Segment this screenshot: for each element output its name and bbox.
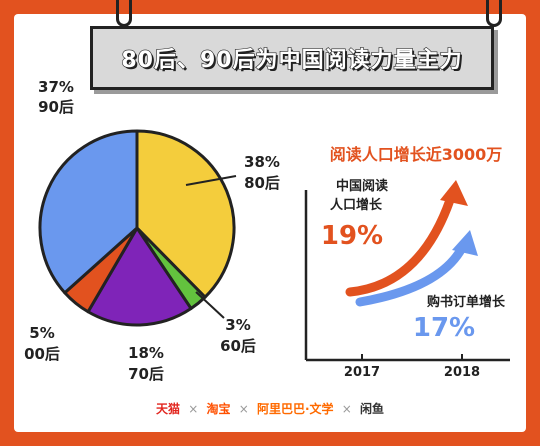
page-title: 80后、90后为中国阅读力量主力 — [121, 47, 463, 73]
brand-separator: × — [188, 402, 199, 416]
brand-separator: × — [341, 402, 352, 416]
hanging-hook-left — [116, 0, 132, 27]
brand-alibaba-literature: 阿里巴巴·文学 — [256, 402, 334, 416]
slice-label-percent-70: 18% — [128, 344, 164, 362]
series-growth-reading-population: 19% — [321, 221, 383, 251]
slice-label-name-70: 70后 — [128, 365, 164, 383]
brand-tmall: 天猫 — [156, 402, 181, 416]
slice-label-name-80: 80后 — [244, 174, 280, 192]
series-name-reading-population-line1: 中国阅读 — [336, 178, 388, 194]
pie-leader-lines — [185, 175, 237, 319]
slice-label-percent-60: 3% — [225, 316, 250, 334]
series-growth-book-orders: 17% — [413, 313, 475, 343]
series-line-reading-population — [345, 195, 455, 297]
series-line-book-orders — [355, 243, 467, 307]
brand-taobao: 淘宝 — [206, 402, 231, 416]
slice-label-percent-90: 37% — [38, 78, 74, 96]
series-name-book-orders: 购书订单增长 — [427, 294, 506, 310]
pie-slice-90后 — [38, 129, 139, 295]
slice-label-name-90: 90后 — [38, 98, 74, 116]
x-tick-label-2018: 2018 — [444, 365, 480, 380]
line-chart-title: 阅读人口增长近3000万 — [330, 145, 503, 164]
hanging-hook-right — [486, 0, 502, 27]
brand-xianyu: 闲鱼 — [359, 402, 384, 416]
slice-label-name-60: 60后 — [220, 337, 256, 355]
leader-60 — [195, 291, 225, 319]
leader-80 — [185, 175, 237, 186]
slice-label-percent-00: 5% — [29, 324, 54, 342]
series-arrowhead-reading-population — [440, 180, 468, 206]
series-name-reading-population-line2: 人口增长 — [330, 197, 383, 213]
growth-line-chart: 阅读人口增长近3000万 2017 2018 中国阅读 人口增长 19% 购书订… — [304, 145, 510, 380]
pie-slice-70后 — [86, 226, 193, 327]
slice-label-percent-80: 38% — [244, 153, 280, 171]
pie-labels: 37% 90后 38% 80后 3% 60后 18% 70后 5% 00后 — [24, 78, 280, 383]
brand-separator: × — [238, 402, 249, 416]
x-tick-label-2017: 2017 — [344, 365, 380, 380]
title-banner: 80后、90后为中国阅读力量主力 — [90, 26, 494, 90]
pie-slice-80后 — [135, 129, 236, 299]
pie-chart — [38, 129, 236, 327]
slice-label-name-00: 00后 — [24, 345, 60, 363]
series-arrowhead-book-orders — [452, 230, 478, 256]
brand-footer: 天猫 × 淘宝 × 阿里巴巴·文学 × 闲鱼 — [0, 400, 540, 417]
